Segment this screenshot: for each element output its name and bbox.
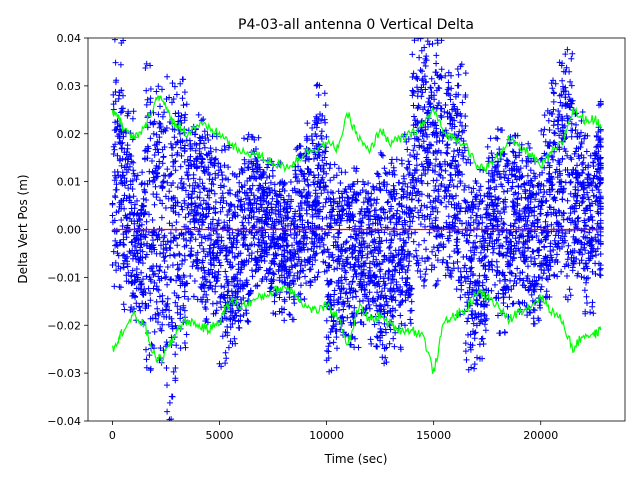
data-point-cluster bbox=[355, 178, 373, 328]
data-point-cluster bbox=[345, 165, 362, 351]
data-point-cluster bbox=[195, 111, 212, 326]
data-point-cluster bbox=[323, 161, 341, 375]
y-axis: −0.04 −0.03 −0.02 −0.01 0.00 0.01 0.02 0.03 0.04 bbox=[47, 32, 88, 428]
data-point-cluster bbox=[420, 38, 437, 289]
lower-envelope-line bbox=[111, 284, 602, 374]
y-tick-label: −0.01 bbox=[47, 271, 81, 284]
x-tick-label: 5000 bbox=[205, 429, 233, 442]
data-point-cluster bbox=[313, 81, 330, 280]
data-point-cluster bbox=[494, 126, 512, 337]
data-point-cluster bbox=[441, 69, 458, 280]
data-point-cluster bbox=[537, 107, 555, 301]
data-point-cluster bbox=[173, 76, 191, 352]
x-axis: 0 5000 10000 15000 20000 bbox=[109, 421, 558, 442]
y-tick-label: −0.03 bbox=[47, 367, 81, 380]
data-point-cluster bbox=[205, 130, 223, 317]
y-tick-label: 0.00 bbox=[57, 224, 82, 237]
data-point-cluster bbox=[559, 46, 576, 303]
y-tick-label: 0.02 bbox=[57, 128, 82, 141]
y-axis-label: Delta Vert Pos (m) bbox=[16, 174, 30, 283]
chart-title: P4-03-all antenna 0 Vertical Delta bbox=[238, 17, 474, 33]
data-point-cluster bbox=[280, 179, 298, 324]
data-point-cluster bbox=[184, 123, 201, 303]
data-point-cluster bbox=[505, 132, 523, 307]
x-tick-label: 0 bbox=[109, 429, 116, 442]
data-point-cluster bbox=[227, 170, 244, 347]
y-tick-label: −0.02 bbox=[47, 319, 81, 332]
y-tick-label: 0.04 bbox=[57, 32, 82, 45]
data-point-cluster bbox=[237, 131, 255, 325]
data-point-cluster bbox=[580, 132, 597, 317]
data-point-cluster bbox=[259, 157, 276, 295]
x-tick-label: 20000 bbox=[523, 429, 558, 442]
y-tick-label: −0.04 bbox=[47, 415, 81, 428]
x-axis-label: Time (sec) bbox=[324, 452, 388, 466]
data-point-cluster bbox=[409, 38, 426, 280]
data-point-cluster bbox=[462, 156, 480, 373]
data-point-cluster bbox=[152, 83, 169, 366]
data-point-cluster bbox=[248, 133, 266, 290]
data-point-cluster bbox=[163, 73, 180, 421]
data-point-cluster bbox=[141, 60, 158, 374]
upper-envelope-line bbox=[111, 95, 602, 174]
y-tick-label: 0.03 bbox=[57, 80, 82, 93]
y-tick-label: 0.01 bbox=[57, 176, 82, 189]
plot-area bbox=[109, 38, 604, 421]
x-tick-label: 15000 bbox=[416, 429, 451, 442]
data-point-cluster bbox=[591, 98, 604, 279]
x-tick-label: 10000 bbox=[309, 429, 344, 442]
data-point-cluster bbox=[216, 142, 234, 370]
